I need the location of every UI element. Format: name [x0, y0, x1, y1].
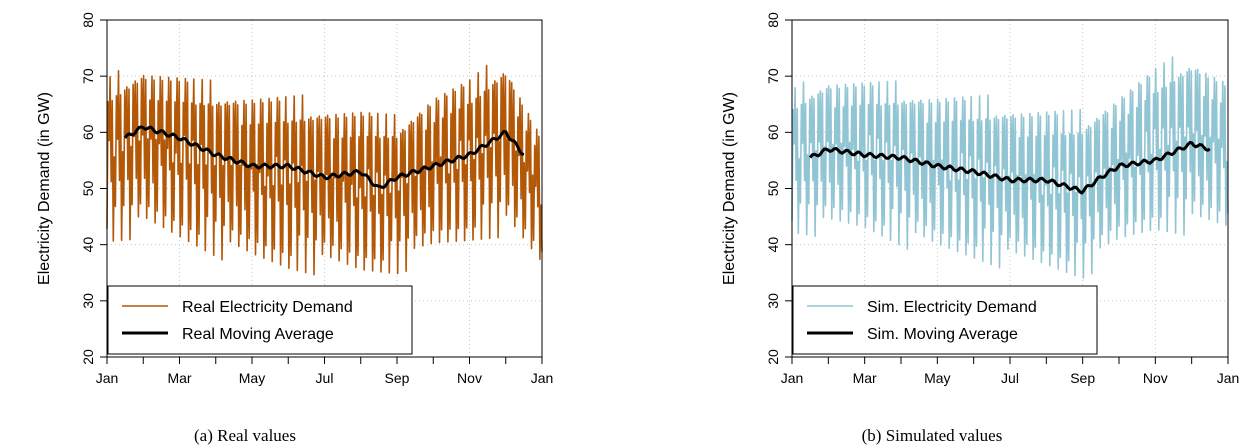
x-tick-label: Nov: [457, 370, 482, 386]
legend-box: [792, 285, 1098, 355]
x-tick-label: Sep: [385, 370, 410, 386]
legend-label-moving-average: Sim. Moving Average: [867, 326, 1018, 343]
x-tick-label: Jul: [316, 370, 334, 386]
x-tick-label: Jan: [1217, 370, 1240, 386]
series-sim-electricity-demand: [791, 56, 1229, 279]
legend-box: [107, 285, 413, 355]
caption: (a) Real values: [194, 426, 296, 445]
legend-label-demand: Sim. Electricity Demand: [867, 299, 1037, 316]
legend: Sim. Electricity Demand Sim. Moving Aver…: [792, 285, 1098, 355]
series-real-moving-average: [123, 125, 525, 189]
demand-line: [106, 64, 543, 276]
y-tick-label: 80: [80, 12, 96, 28]
x-axis: Jan Mar May Jul Sep Nov Jan: [781, 357, 1240, 386]
y-tick-label: 30: [80, 293, 96, 309]
x-tick-label: Jan: [781, 370, 804, 386]
y-tick-label: 20: [765, 349, 781, 365]
legend-label-moving-average: Real Moving Average: [182, 326, 334, 343]
x-tick-label: Nov: [1143, 370, 1168, 386]
caption: (b) Simulated values: [862, 426, 1003, 445]
y-tick-label: 30: [765, 293, 781, 309]
y-tick-label: 50: [80, 181, 96, 197]
panel-simulated-values: 20 30 40 50 60 70 80 Jan Mar May Jul Sep Nov Jan Ele…: [721, 12, 1239, 445]
y-tick-label: 70: [80, 68, 96, 84]
series-sim-moving-average: [808, 140, 1211, 195]
panel-real-values: 20 30 40 50 60 70 80 Jan Mar May Jul Sep Nov Jan Ele…: [36, 12, 553, 445]
y-tick-label: 60: [80, 124, 96, 140]
demand-line: [791, 56, 1229, 279]
x-tick-label: Mar: [167, 370, 191, 386]
x-tick-label: May: [924, 370, 950, 386]
x-tick-label: Mar: [853, 370, 877, 386]
legend: Real Electricity Demand Real Moving Aver…: [107, 285, 413, 355]
y-tick-label: 70: [765, 68, 781, 84]
x-tick-label: May: [239, 370, 265, 386]
x-axis: Jan Mar May Jul Sep Nov Jan: [96, 357, 554, 386]
series-real-electricity-demand: [106, 64, 543, 276]
y-axis-label: Electricity Demand (in GW): [721, 92, 738, 285]
y-tick-label: 80: [765, 12, 781, 28]
x-tick-label: Jul: [1001, 370, 1019, 386]
y-axis: 20 30 40 50 60 70 80: [80, 12, 107, 365]
y-axis: 20 30 40 50 60 70 80: [765, 12, 792, 365]
y-tick-label: 50: [765, 181, 781, 197]
y-axis-label: Electricity Demand (in GW): [36, 92, 53, 285]
y-tick-label: 60: [765, 124, 781, 140]
x-tick-label: Jan: [531, 370, 554, 386]
legend-label-demand: Real Electricity Demand: [182, 299, 353, 316]
y-tick-label: 40: [80, 237, 96, 253]
x-tick-label: Jan: [96, 370, 119, 386]
y-tick-label: 20: [80, 349, 96, 365]
x-tick-label: Sep: [1070, 370, 1095, 386]
y-tick-label: 40: [765, 237, 781, 253]
